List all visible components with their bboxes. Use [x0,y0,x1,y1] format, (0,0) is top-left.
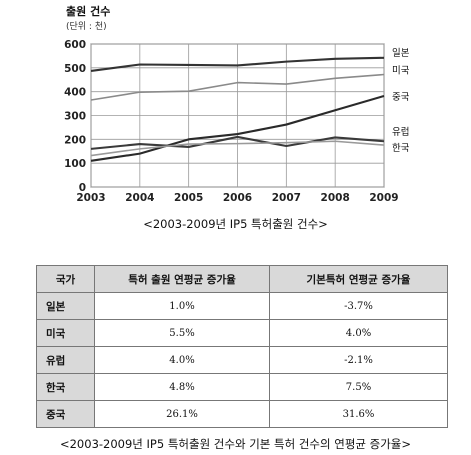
series-line [90,94,385,162]
table-header-row: 국가 특허 출원 연평균 증가율 기본특허 연평균 증가율 [36,265,448,293]
x-tick-label: 2003 [76,192,105,204]
row-country: 중국 [36,400,95,428]
x-tick-label: 2004 [125,192,154,204]
row-country: 유럽 [36,346,95,374]
x-tick-label: 2006 [223,192,252,204]
series-line [90,56,385,72]
y-tick-label: 200 [64,134,86,146]
y-tick-label: 400 [64,87,86,99]
y-tick-label: 300 [64,111,86,123]
series-label: 중국 [392,92,410,103]
y-axis: 0 100 200 300 400 500 600 [64,39,86,194]
header-basic-growth: 기본특허 연평균 증가율 [269,265,448,293]
growth-rate-table: 국가 특허 출원 연평균 증가율 기본특허 연평균 증가율 일본 1.0% -3… [36,265,448,428]
series-label: 유럽 [392,127,409,138]
row-filing-growth: 5.5% [94,319,270,347]
series-label: 미국 [392,66,410,77]
row-country: 미국 [36,319,95,347]
chart-title: 출원 건수 [66,4,110,18]
header-filing-growth: 특허 출원 연평균 증가율 [94,265,270,293]
x-tick-label: 2005 [174,192,203,204]
table-row: 중국 26.1% 31.6% [36,400,448,428]
row-basic-growth: 7.5% [269,373,448,401]
table-caption: <2003-2009년 IP5 특허출원 건수와 기본 특허 건수의 연평균 증… [59,437,412,451]
y-tick-label: 100 [64,158,86,170]
row-filing-growth: 26.1% [94,400,270,428]
x-tick-label: 2007 [272,192,301,204]
row-basic-growth: -3.7% [269,292,448,320]
series-lines [90,56,385,162]
x-axis: 2003 2004 2005 2006 2007 2008 2009 [76,192,398,204]
row-country: 일본 [36,292,95,320]
chart-caption: <2003-2009년 IP5 특허출원 건수> [143,217,328,231]
series-line [90,140,385,157]
row-basic-growth: 4.0% [269,319,448,347]
header-country: 국가 [36,265,95,293]
series-line [90,73,385,101]
y-tick-label: 600 [64,39,86,51]
row-filing-growth: 4.8% [94,373,270,401]
row-basic-growth: 31.6% [269,400,448,428]
x-tick-label: 2009 [369,192,398,204]
y-tick-label: 500 [64,63,86,75]
series-line [90,135,385,150]
table-row: 미국 5.5% 4.0% [36,319,448,347]
row-basic-growth: -2.1% [269,346,448,374]
row-filing-growth: 4.0% [94,346,270,374]
series-label: 일본 [392,48,410,59]
row-filing-growth: 1.0% [94,292,270,320]
row-country: 한국 [36,373,95,401]
x-tick-label: 2008 [321,192,350,204]
table-row: 일본 1.0% -3.7% [36,292,448,320]
chart-grid [90,43,385,188]
y-tick-label: 0 [79,182,86,194]
table-row: 한국 4.8% 7.5% [36,373,448,401]
table-row: 유럽 4.0% -2.1% [36,346,448,374]
chart-subtitle: (단위 : 천) [66,21,107,32]
series-label: 한국 [392,143,410,154]
